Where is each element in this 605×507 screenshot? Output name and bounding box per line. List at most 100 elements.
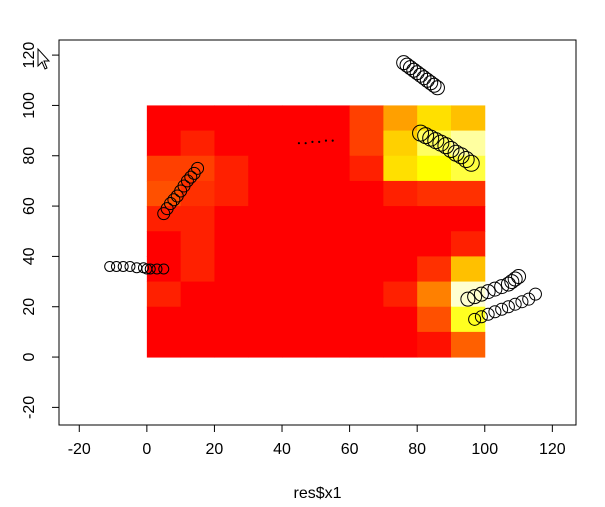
heatmap-cell bbox=[146, 155, 182, 182]
heatmap-cell bbox=[383, 331, 418, 358]
data-point-circle bbox=[158, 263, 170, 275]
data-point-circle bbox=[311, 140, 314, 144]
data-point-circle bbox=[331, 139, 334, 142]
heatmap-cell bbox=[450, 206, 486, 232]
data-point-circle bbox=[511, 269, 527, 285]
heatmap-cell bbox=[214, 231, 249, 257]
heatmap-cell bbox=[383, 306, 418, 333]
x-tick-label: 60 bbox=[341, 441, 359, 458]
y-tick-label: 80 bbox=[21, 147, 38, 165]
heatmap-cell bbox=[146, 256, 182, 283]
heatmap-cells bbox=[146, 105, 486, 358]
x-axis-title: res$x1 bbox=[293, 485, 341, 502]
heatmap-cell bbox=[214, 155, 249, 182]
data-point-circle bbox=[494, 279, 510, 295]
heatmap-cell bbox=[248, 306, 283, 333]
x-tick-label: 20 bbox=[206, 441, 224, 458]
heatmap-cell bbox=[315, 155, 351, 182]
heatmap-cell bbox=[383, 281, 418, 308]
heatmap-cell bbox=[282, 155, 317, 182]
y-tick-label: 0 bbox=[21, 353, 38, 362]
heatmap-cell bbox=[315, 206, 351, 232]
heatmap-cell bbox=[214, 105, 249, 132]
y-tick-label: 120 bbox=[21, 42, 38, 69]
y-tick-label: -20 bbox=[21, 396, 38, 419]
heatmap-cell bbox=[282, 256, 317, 283]
heatmap-cell bbox=[417, 231, 452, 257]
heatmap-cell bbox=[315, 130, 351, 157]
heatmap-cell bbox=[417, 155, 452, 182]
heatmap-cell bbox=[180, 105, 215, 132]
heatmap-cell bbox=[146, 331, 182, 358]
heatmap-cell bbox=[383, 231, 418, 257]
heatmap-cell bbox=[180, 331, 215, 358]
heatmap-cell bbox=[248, 180, 283, 207]
y-tick-label: 40 bbox=[21, 247, 38, 265]
heatmap-cell bbox=[383, 256, 418, 283]
scatter-circles bbox=[104, 55, 542, 326]
data-point-circle bbox=[457, 151, 475, 169]
heatmap-cell bbox=[146, 306, 182, 333]
heatmap-cell bbox=[417, 281, 452, 308]
data-point-circle bbox=[487, 281, 503, 297]
heatmap-cell bbox=[282, 105, 317, 132]
x-tick-label: 0 bbox=[142, 441, 151, 458]
data-point-circle bbox=[474, 310, 488, 324]
data-point-circle bbox=[480, 284, 496, 300]
heatmap-cell bbox=[180, 281, 215, 308]
heatmap-cell bbox=[180, 206, 215, 232]
y-tick-label: 100 bbox=[21, 92, 38, 119]
heatmap-cell bbox=[417, 306, 452, 333]
heatmap-cell bbox=[417, 105, 452, 132]
data-point-circle bbox=[304, 142, 307, 145]
data-point-circle bbox=[507, 271, 523, 287]
data-point-circle bbox=[184, 170, 198, 184]
y-axis: -20 0 20 40 60 80 100 120 bbox=[21, 42, 60, 419]
heatmap-cell bbox=[417, 180, 452, 207]
data-point-circle bbox=[522, 292, 536, 306]
heatmap-cell bbox=[349, 331, 384, 358]
heatmap-cell bbox=[248, 331, 283, 358]
data-point-circle bbox=[508, 297, 522, 311]
heatmap-cell bbox=[248, 231, 283, 257]
data-point-circle bbox=[467, 289, 483, 305]
data-point-circle bbox=[412, 124, 430, 142]
heatmap-cell bbox=[349, 256, 384, 283]
heatmap-cell bbox=[349, 231, 384, 257]
y-tick-label: 60 bbox=[21, 197, 38, 215]
heatmap-cell bbox=[146, 281, 182, 308]
heatmap-cell bbox=[214, 180, 249, 207]
heatmap-cell bbox=[349, 206, 384, 232]
data-point-circle bbox=[460, 291, 476, 307]
heatmap-cell bbox=[214, 206, 249, 232]
data-point-circle bbox=[468, 312, 482, 326]
x-tick-label: 40 bbox=[273, 441, 291, 458]
data-point-circle bbox=[481, 307, 495, 321]
heatmap-cell bbox=[214, 331, 249, 358]
heatmap-cell bbox=[180, 130, 215, 157]
heatmap-cell bbox=[146, 206, 182, 232]
heatmap-cell bbox=[383, 180, 418, 207]
heatmap-cell bbox=[180, 256, 215, 283]
data-point-circle bbox=[297, 142, 301, 145]
data-point-circle bbox=[427, 132, 445, 150]
heatmap-cell bbox=[282, 281, 317, 308]
data-point-circle bbox=[318, 140, 321, 144]
x-axis: -20 0 20 40 60 80 100 120 bbox=[68, 424, 566, 458]
data-point-circle bbox=[124, 260, 136, 272]
x-tick-label: 80 bbox=[408, 441, 426, 458]
x-tick-label: 120 bbox=[539, 441, 566, 458]
heatmap-cell bbox=[315, 256, 351, 283]
heatmap-cell bbox=[248, 105, 283, 132]
heatmap-cell bbox=[349, 105, 384, 132]
heatmap-cell bbox=[180, 231, 215, 257]
heatmap-cell bbox=[417, 331, 452, 358]
data-point-circle bbox=[151, 263, 163, 275]
heatmap-cell bbox=[383, 155, 418, 182]
data-point-circle bbox=[432, 134, 450, 152]
heatmap-cell bbox=[315, 105, 351, 132]
heatmap-cell bbox=[282, 231, 317, 257]
heatmap-cell bbox=[180, 306, 215, 333]
heatmap-cell bbox=[383, 206, 418, 232]
